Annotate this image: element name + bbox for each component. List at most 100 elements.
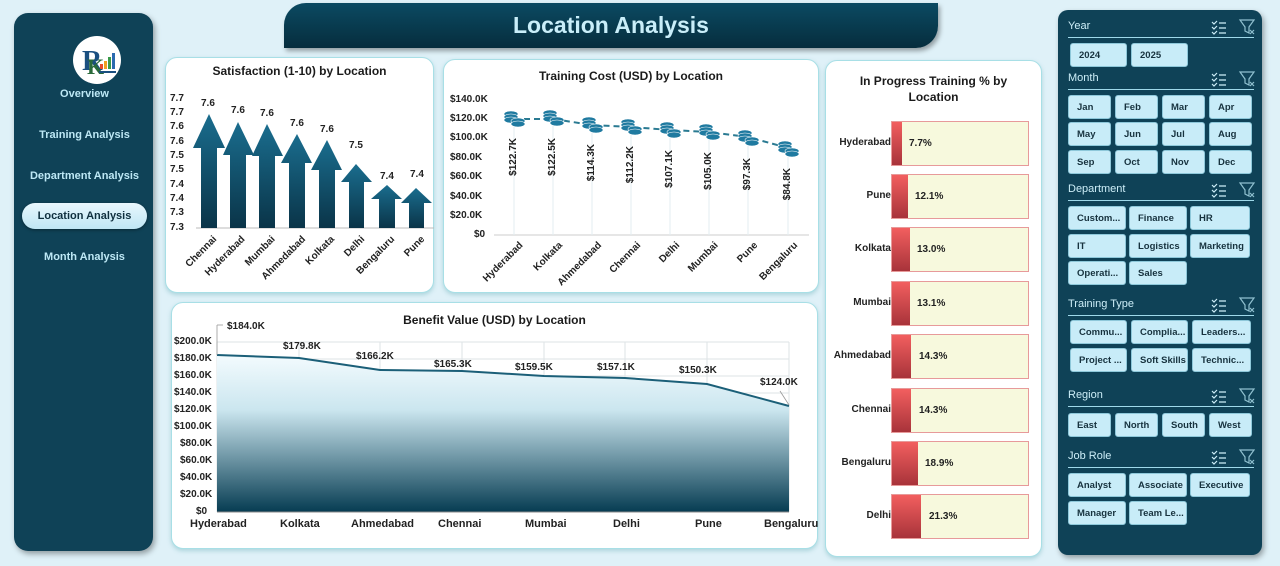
slicer-chip[interactable]: 2024 <box>1070 43 1127 67</box>
slicer-chip[interactable]: Feb <box>1115 95 1158 119</box>
bar-ahmedabad <box>281 134 312 228</box>
slicer-chip[interactable]: East <box>1068 413 1111 437</box>
clear-filter-icon[interactable] <box>1238 18 1256 36</box>
slicer-chip[interactable]: Operati... <box>1068 261 1126 285</box>
slicer-chip[interactable]: Mar <box>1162 95 1205 119</box>
coin-icon <box>659 121 682 139</box>
multi-select-icon[interactable] <box>1210 18 1228 36</box>
slicer-chip[interactable]: Technic... <box>1192 348 1251 372</box>
slicer-chip[interactable]: Aug <box>1209 122 1252 146</box>
progress-fill <box>892 282 910 325</box>
coin-icon <box>698 123 721 141</box>
nav-month-analysis[interactable]: Month Analysis <box>44 251 125 263</box>
in-progress-chart-card: In Progress Training % by Location Hyder… <box>825 60 1042 557</box>
slicer-department-header: Department <box>1068 181 1256 201</box>
coin-icon <box>581 116 604 134</box>
progress-row: Chennai 14.3% <box>826 388 1041 433</box>
slicer-chip[interactable]: May <box>1068 122 1111 146</box>
slicer-region-header: Region <box>1068 387 1256 407</box>
slicer-chip[interactable]: Dec <box>1209 150 1252 174</box>
arrow-bars <box>193 114 434 229</box>
nav-training-analysis[interactable]: Training Analysis <box>39 129 130 141</box>
slicer-chip[interactable]: Sales <box>1129 261 1187 285</box>
clear-filter-icon[interactable] <box>1238 387 1256 405</box>
slicer-chip[interactable]: Associate <box>1129 473 1187 497</box>
svg-text:R: R <box>82 46 103 77</box>
slicer-chip[interactable]: Project ... <box>1070 348 1127 372</box>
benefit-value-chart-card: Benefit Value (USD) by Location $200.0K … <box>171 302 818 549</box>
multi-select-icon[interactable] <box>1210 387 1228 405</box>
bar-mumbai <box>252 124 283 228</box>
clear-filter-icon[interactable] <box>1238 70 1256 88</box>
filter-panel: Year 2024 2025 Month Jan Feb Mar Apr May… <box>1058 10 1262 555</box>
bar-delhi <box>341 164 372 228</box>
progress-fill <box>892 122 903 165</box>
coin-icon <box>777 140 800 158</box>
coin-icon <box>503 110 526 128</box>
slicer-chip[interactable]: Jun <box>1115 122 1158 146</box>
progress-fill <box>892 228 910 271</box>
coin-icon <box>542 109 565 127</box>
slicer-chip[interactable]: Manager <box>1068 501 1126 525</box>
sidebar-nav: R K Overview Training Analysis Departmen… <box>14 13 153 551</box>
slicer-chip[interactable]: Nov <box>1162 150 1205 174</box>
slicer-chip[interactable]: Sep <box>1068 150 1111 174</box>
progress-row: Pune 12.1% <box>826 174 1041 219</box>
slicer-chip[interactable]: Soft Skills <box>1131 348 1188 372</box>
nav-overview[interactable]: Overview <box>60 88 109 100</box>
progress-row: Mumbai 13.1% <box>826 281 1041 326</box>
bar-pune <box>401 188 432 228</box>
slicer-chip[interactable]: South <box>1162 413 1205 437</box>
slicer-chip[interactable]: Executive <box>1190 473 1250 497</box>
progress-fill <box>892 495 921 538</box>
slicer-chip[interactable]: Custom... <box>1068 206 1126 230</box>
slicer-training-type-header: Training Type <box>1068 296 1256 316</box>
multi-select-icon[interactable] <box>1210 296 1228 314</box>
slicer-chip[interactable]: Team Le... <box>1129 501 1187 525</box>
page-title: Location Analysis <box>513 12 709 38</box>
logo: R K <box>73 36 121 84</box>
slicer-chip[interactable]: Oct <box>1115 150 1158 174</box>
slicer-year-header: Year <box>1068 18 1256 38</box>
slicer-chip[interactable]: West <box>1209 413 1252 437</box>
chart-title: Satisfaction (1-10) by Location <box>212 64 387 78</box>
slicer-chip[interactable]: Leaders... <box>1192 320 1251 344</box>
slicer-job-role-header: Job Role <box>1068 448 1256 468</box>
coin-icon <box>737 129 760 147</box>
multi-select-icon[interactable] <box>1210 448 1228 466</box>
bar-chennai <box>193 114 225 228</box>
slicer-chip[interactable]: Jan <box>1068 95 1111 119</box>
clear-filter-icon[interactable] <box>1238 296 1256 314</box>
slicer-chip[interactable]: Marketing <box>1190 234 1250 258</box>
nav-location-analysis[interactable]: Location Analysis <box>22 203 147 229</box>
progress-fill <box>892 389 912 432</box>
nav-department-analysis[interactable]: Department Analysis <box>29 170 140 182</box>
coin-icon <box>620 118 643 136</box>
progress-fill <box>892 442 918 485</box>
page-header: Location Analysis <box>284 3 938 48</box>
logo-icon: R K <box>82 46 116 79</box>
slicer-chip[interactable]: Logistics <box>1129 234 1187 258</box>
progress-row: Kolkata 13.0% <box>826 227 1041 272</box>
slicer-chip[interactable]: North <box>1115 413 1158 437</box>
area-chart <box>216 324 790 513</box>
slicer-chip[interactable]: HR <box>1190 206 1250 230</box>
clear-filter-icon[interactable] <box>1238 448 1256 466</box>
chart-title: Benefit Value (USD) by Location <box>403 313 586 327</box>
slicer-chip[interactable]: Apr <box>1209 95 1252 119</box>
multi-select-icon[interactable] <box>1210 70 1228 88</box>
progress-row: Ahmedabad 14.3% <box>826 334 1041 379</box>
slicer-chip[interactable]: Jul <box>1162 122 1205 146</box>
clear-filter-icon[interactable] <box>1238 181 1256 199</box>
slicer-chip[interactable]: Commu... <box>1070 320 1127 344</box>
slicer-chip[interactable]: Finance <box>1129 206 1187 230</box>
slicer-chip[interactable]: Analyst <box>1068 473 1126 497</box>
progress-row: Bengaluru 18.9% <box>826 441 1041 486</box>
bar-bengaluru <box>371 185 402 228</box>
slicer-chip[interactable]: 2025 <box>1131 43 1188 67</box>
bar-hyderabad <box>223 122 254 228</box>
multi-select-icon[interactable] <box>1210 181 1228 199</box>
slicer-chip[interactable]: Complia... <box>1131 320 1188 344</box>
progress-row: Delhi 21.3% <box>826 494 1041 539</box>
slicer-chip[interactable]: IT <box>1068 234 1126 258</box>
